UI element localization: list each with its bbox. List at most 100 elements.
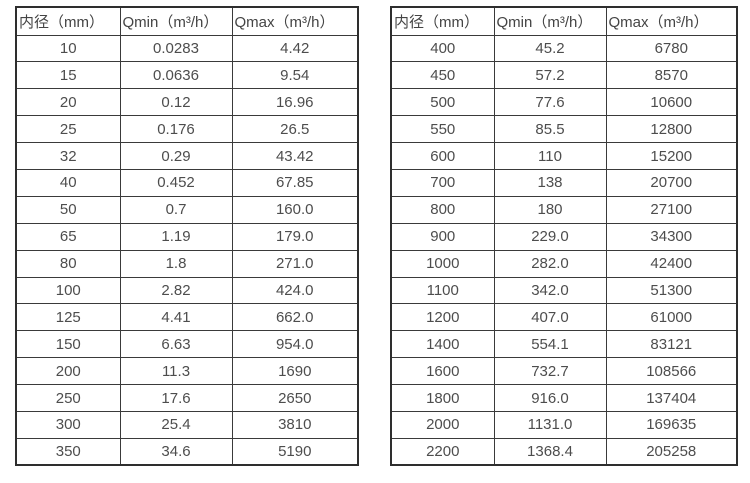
table-cell: 554.1 [493, 330, 607, 359]
table-cell: 42400 [605, 249, 738, 278]
table-cell: 342.0 [493, 276, 607, 305]
table-cell: 65 [15, 222, 121, 251]
table-row: 125 4.41 662.0 [15, 303, 359, 332]
table-cell: 100 [15, 276, 121, 305]
table-cell: 10600 [605, 88, 738, 117]
table-cell: 0.0636 [119, 61, 233, 90]
table-cell: 61000 [605, 303, 738, 332]
table-row: 200 11.3 1690 [15, 357, 359, 386]
table-cell: 1400 [390, 330, 495, 359]
table-cell: 6780 [605, 34, 738, 63]
table-cell: 205258 [605, 437, 738, 466]
table-cell: 300 [15, 410, 121, 439]
table-cell: 350 [15, 437, 121, 466]
table-row: 450 57.2 8570 [390, 61, 738, 90]
header-cell: 内径（mm） [15, 6, 121, 36]
header-cell: Qmin（m³/h） [119, 6, 233, 36]
table-cell: 27100 [605, 195, 738, 224]
table-cell: 1368.4 [493, 437, 607, 466]
table-cell: 0.452 [119, 168, 233, 197]
table-row: 15 0.0636 9.54 [15, 61, 359, 90]
flow-table-small-diameter: 内径（mm） Qmin（m³/h） Qmax（m³/h） 10 0.0283 4.42 15… [15, 6, 359, 467]
table-row: 25 0.176 26.5 [15, 115, 359, 144]
table-cell: 600 [390, 142, 495, 170]
table-row: 32 0.29 43.42 [15, 142, 359, 170]
table-cell: 138 [493, 168, 607, 197]
table-cell: 51300 [605, 276, 738, 305]
table-cell: 1200 [390, 303, 495, 332]
table-cell: 150 [15, 330, 121, 359]
table-row: 1100 342.0 51300 [390, 276, 738, 305]
table-row: 250 17.6 2650 [15, 384, 359, 412]
table-row: 300 25.4 3810 [15, 410, 359, 439]
table-cell: 271.0 [231, 249, 359, 278]
table-cell: 916.0 [493, 384, 607, 412]
table-cell: 1600 [390, 357, 495, 386]
table-cell: 40 [15, 168, 121, 197]
table-row: 50 0.7 160.0 [15, 195, 359, 224]
table-cell: 179.0 [231, 222, 359, 251]
table-row: 2000 1131.0 169635 [390, 410, 738, 439]
table-row: 20 0.12 16.96 [15, 88, 359, 117]
table-cell: 450 [390, 61, 495, 90]
table-cell: 110 [493, 142, 607, 170]
table-row: 1400 554.1 83121 [390, 330, 738, 359]
table-cell: 67.85 [231, 168, 359, 197]
table-cell: 11.3 [119, 357, 233, 386]
table-cell: 16.96 [231, 88, 359, 117]
table-cell: 26.5 [231, 115, 359, 144]
table-cell: 15 [15, 61, 121, 90]
table-cell: 1800 [390, 384, 495, 412]
table-cell: 6.63 [119, 330, 233, 359]
table-cell: 45.2 [493, 34, 607, 63]
table-row: 550 85.5 12800 [390, 115, 738, 144]
table-cell: 4.41 [119, 303, 233, 332]
table-cell: 700 [390, 168, 495, 197]
table-cell: 34300 [605, 222, 738, 251]
table-cell: 125 [15, 303, 121, 332]
table-row: 900 229.0 34300 [390, 222, 738, 251]
table-cell: 1100 [390, 276, 495, 305]
table-cell: 800 [390, 195, 495, 224]
table-cell: 25.4 [119, 410, 233, 439]
table-cell: 108566 [605, 357, 738, 386]
table-cell: 1131.0 [493, 410, 607, 439]
table-cell: 160.0 [231, 195, 359, 224]
table-row: 40 0.452 67.85 [15, 168, 359, 197]
table-cell: 1.8 [119, 249, 233, 278]
table-cell: 57.2 [493, 61, 607, 90]
table-row: 800 180 27100 [390, 195, 738, 224]
table-row: 350 34.6 5190 [15, 437, 359, 466]
table-cell: 2650 [231, 384, 359, 412]
table-cell: 282.0 [493, 249, 607, 278]
table-cell: 0.0283 [119, 34, 233, 63]
table-cell: 25 [15, 115, 121, 144]
table-cell: 500 [390, 88, 495, 117]
table-cell: 0.7 [119, 195, 233, 224]
table-row: 1200 407.0 61000 [390, 303, 738, 332]
table-cell: 662.0 [231, 303, 359, 332]
table-row: 80 1.8 271.0 [15, 249, 359, 278]
table-cell: 80 [15, 249, 121, 278]
table-cell: 200 [15, 357, 121, 386]
table-cell: 900 [390, 222, 495, 251]
table-row: 2200 1368.4 205258 [390, 437, 738, 466]
table-cell: 83121 [605, 330, 738, 359]
table-cell: 8570 [605, 61, 738, 90]
table-cell: 1000 [390, 249, 495, 278]
table-cell: 1.19 [119, 222, 233, 251]
table-cell: 137404 [605, 384, 738, 412]
table-cell: 50 [15, 195, 121, 224]
table-cell: 732.7 [493, 357, 607, 386]
table-cell: 12800 [605, 115, 738, 144]
header-cell: Qmin（m³/h） [493, 6, 607, 36]
table-row: 600 110 15200 [390, 142, 738, 170]
table-row: 100 2.82 424.0 [15, 276, 359, 305]
header-row: 内径（mm） Qmin（m³/h） Qmax（m³/h） [390, 6, 738, 36]
table-row: 65 1.19 179.0 [15, 222, 359, 251]
table-row: 150 6.63 954.0 [15, 330, 359, 359]
table-cell: 34.6 [119, 437, 233, 466]
table-cell: 4.42 [231, 34, 359, 63]
table-cell: 5190 [231, 437, 359, 466]
table-cell: 550 [390, 115, 495, 144]
